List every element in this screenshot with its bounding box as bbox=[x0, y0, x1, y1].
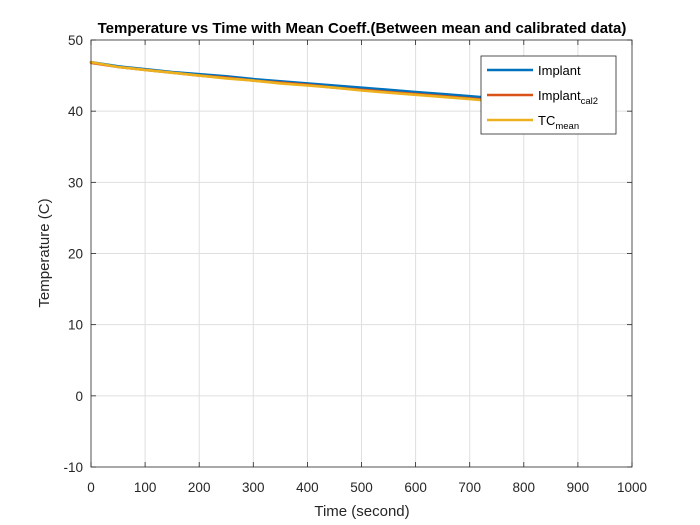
x-tick-label: 900 bbox=[567, 480, 590, 495]
x-tick-label: 200 bbox=[188, 480, 211, 495]
x-tick-label: 800 bbox=[513, 480, 536, 495]
y-tick-label: 10 bbox=[68, 318, 83, 333]
legend-entry: Implantcal2 bbox=[538, 88, 598, 107]
y-tick-label: 50 bbox=[68, 33, 83, 48]
legend-entry: TCmean bbox=[538, 113, 579, 132]
series-layer bbox=[89, 60, 488, 102]
x-tick-label: 0 bbox=[87, 480, 95, 495]
x-tick-label: 700 bbox=[458, 480, 481, 495]
y-tick-label: 0 bbox=[75, 389, 83, 404]
axis-ticks: 0 100 200 300 400 500 600 700 800 900 1000 -10 0 10 20… bbox=[63, 33, 647, 495]
x-tick-label: 300 bbox=[242, 480, 265, 495]
y-tick-label: 30 bbox=[68, 175, 83, 190]
y-tick-label: 20 bbox=[68, 247, 83, 262]
series-line-3 bbox=[89, 60, 488, 102]
y-tick-label: 40 bbox=[68, 104, 83, 119]
legend: Implant Implantcal2 TCmean bbox=[480, 55, 617, 135]
grid-lines bbox=[91, 40, 632, 467]
x-axis-label: Time (second) bbox=[314, 503, 409, 520]
y-axis-label: Temperature (C) bbox=[36, 198, 53, 307]
y-tick-label: -10 bbox=[63, 460, 83, 475]
x-tick-label: 100 bbox=[134, 480, 157, 495]
x-tick-label: 400 bbox=[296, 480, 319, 495]
x-tick-label: 1000 bbox=[617, 480, 647, 495]
x-tick-label: 500 bbox=[350, 480, 373, 495]
chart-title: Temperature vs Time with Mean Coeff.(Bet… bbox=[98, 20, 627, 37]
legend-entry: Implant bbox=[538, 63, 581, 78]
x-tick-label: 600 bbox=[404, 480, 427, 495]
